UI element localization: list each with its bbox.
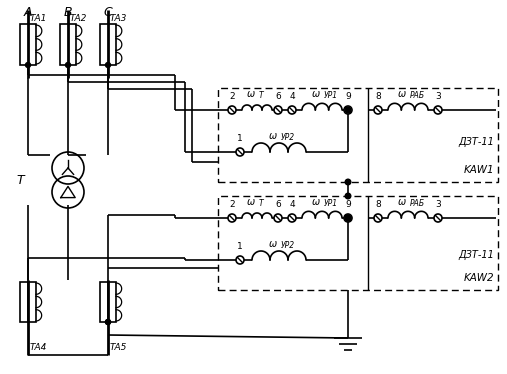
- Bar: [20, 282, 36, 322]
- Text: 4: 4: [289, 92, 295, 101]
- Text: ТА2: ТА2: [70, 13, 87, 22]
- Bar: [100, 24, 116, 65]
- Text: ω: ω: [269, 239, 277, 249]
- Text: ω: ω: [398, 89, 406, 99]
- Bar: [218, 196, 498, 290]
- Text: 3: 3: [435, 92, 441, 101]
- Text: 6: 6: [275, 200, 281, 209]
- Circle shape: [345, 107, 351, 113]
- Text: B: B: [64, 6, 73, 19]
- Circle shape: [374, 106, 382, 114]
- Text: 2: 2: [229, 200, 235, 209]
- Circle shape: [65, 62, 70, 67]
- Text: KAW1: KAW1: [463, 165, 494, 175]
- Circle shape: [274, 214, 282, 222]
- Text: 1: 1: [237, 242, 243, 251]
- Text: A: A: [24, 6, 32, 19]
- Circle shape: [228, 106, 236, 114]
- Text: ω: ω: [269, 131, 277, 141]
- Circle shape: [345, 193, 351, 199]
- Text: ТА1: ТА1: [30, 13, 47, 22]
- Text: РАБ: РАБ: [410, 199, 425, 208]
- Bar: [100, 282, 116, 322]
- Circle shape: [236, 148, 244, 156]
- Text: РАБ: РАБ: [410, 91, 425, 100]
- Circle shape: [434, 106, 442, 114]
- Text: 8: 8: [375, 200, 381, 209]
- Text: 6: 6: [275, 92, 281, 101]
- Circle shape: [288, 214, 296, 222]
- Text: 3: 3: [435, 200, 441, 209]
- Text: УР2: УР2: [281, 133, 295, 142]
- Text: KAW2: KAW2: [463, 273, 494, 283]
- Text: Т: Т: [16, 174, 24, 187]
- Circle shape: [434, 214, 442, 222]
- Text: ТА3: ТА3: [110, 13, 127, 22]
- Text: ω: ω: [247, 197, 255, 207]
- Circle shape: [374, 214, 382, 222]
- Circle shape: [25, 62, 30, 67]
- Text: ω: ω: [247, 89, 255, 99]
- Circle shape: [345, 215, 351, 221]
- Circle shape: [228, 214, 236, 222]
- Circle shape: [105, 319, 111, 325]
- Text: ТА4: ТА4: [30, 343, 47, 353]
- Text: 9: 9: [345, 200, 351, 209]
- Text: ω: ω: [398, 197, 406, 207]
- Circle shape: [345, 179, 351, 185]
- Circle shape: [105, 319, 111, 325]
- Text: УР2: УР2: [281, 241, 295, 250]
- Circle shape: [105, 62, 111, 67]
- Circle shape: [345, 215, 351, 221]
- Text: 2: 2: [229, 92, 235, 101]
- Text: ω: ω: [312, 89, 320, 99]
- Text: 8: 8: [375, 92, 381, 101]
- Circle shape: [274, 106, 282, 114]
- Text: Т: Т: [259, 91, 264, 100]
- Text: C: C: [103, 6, 113, 19]
- Text: 4: 4: [289, 200, 295, 209]
- Circle shape: [344, 106, 352, 114]
- Text: 1: 1: [237, 134, 243, 143]
- Text: ДЗТ-11: ДЗТ-11: [458, 250, 494, 260]
- Circle shape: [344, 214, 352, 222]
- Text: ТА5: ТА5: [110, 343, 127, 353]
- Text: УР1: УР1: [324, 91, 338, 100]
- Text: 9: 9: [345, 92, 351, 101]
- Circle shape: [288, 106, 296, 114]
- Text: Т: Т: [259, 199, 264, 208]
- Text: ДЗТ-11: ДЗТ-11: [458, 137, 494, 147]
- Circle shape: [236, 256, 244, 264]
- Bar: [60, 24, 76, 65]
- Bar: [218, 88, 498, 182]
- Text: ω: ω: [312, 197, 320, 207]
- Bar: [20, 24, 36, 65]
- Text: УР1: УР1: [324, 199, 338, 208]
